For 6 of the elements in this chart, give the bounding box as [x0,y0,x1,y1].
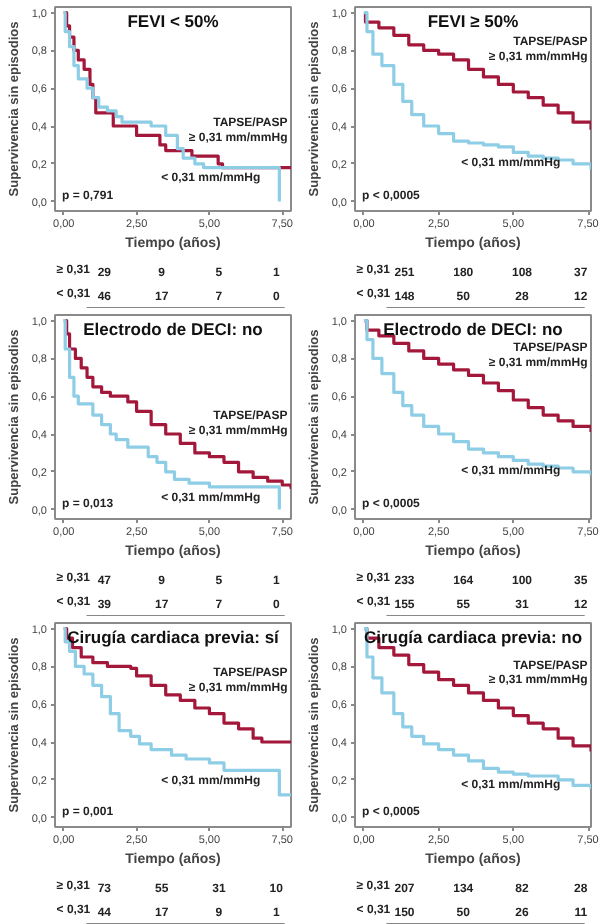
chart-title: Cirugía cardiaca previa: no [363,626,583,647]
chart-title: Electrodo de DECI: no [83,318,263,339]
chart-title: Electrodo de DECI: no [383,318,563,339]
chart-title: Cirugía cardiaca previa: sí [67,626,281,647]
chart-title: FEVI < 50% [127,10,220,31]
chart-title: FEVI ≥ 50% [427,10,520,31]
